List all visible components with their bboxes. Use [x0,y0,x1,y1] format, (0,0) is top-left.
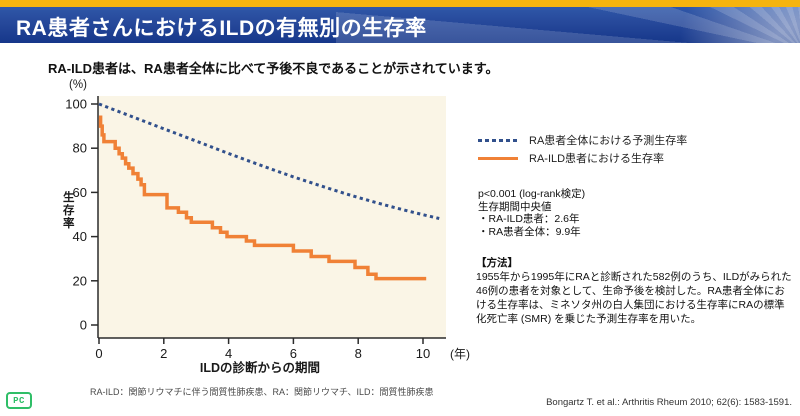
survival-chart-container: 0 20 40 60 80 100 0 2 4 6 8 10 (%) (年) ILDの診断からの期間 生存率 [38,76,470,378]
legend-label: RA患者全体における予測生存率 [529,135,688,147]
x-tick-label: 8 [355,346,362,361]
x-tick-label: 6 [290,346,297,361]
method-block: 【方法】 1955年から1995年にRAと診断された582例のうち、ILDがみら… [476,256,794,326]
y-unit-label: (%) [69,79,87,91]
subtitle: RA-ILD患者は、RA患者全体に比べて予後不良であることが示されています。 [48,61,499,76]
stats-line: ・RA患者全体：9.9年 [478,225,581,238]
x-tick-label: 4 [225,346,232,361]
citation: Bongartz T. et al.: Arthritis Rheum 2010… [546,397,792,408]
x-tick-label: 2 [160,346,167,361]
top-accent-strip [0,0,800,7]
pc-logo: PC [6,392,32,409]
page-title: RA患者さんにおけるILDの有無別の生存率 [16,17,427,40]
abbreviation-footnote: RA-ILD：関節リウマチに伴う間質性肺疾患、RA：関節リウマチ、ILD：間質性… [90,387,434,397]
legend-swatch-solid [478,156,518,160]
ra-ild-survival-line [98,115,427,281]
chart-legend: RA患者全体における予測生存率 RA-ILD患者における生存率 [478,131,687,167]
stats-line: ・RA-ILD患者：2.6年 [478,213,580,225]
legend-item: RA患者全体における予測生存率 [478,131,687,149]
y-tick-label: 60 [73,185,87,200]
y-tick-label: 100 [65,97,87,112]
y-tick-label: 20 [73,273,87,288]
stats-block: p<0.001 (log-rank検定) 生存期間中央値 ・RA-ILD患者：2.6… [478,188,585,238]
stats-line: p<0.001 (log-rank検定) [478,188,586,200]
survival-chart: 0 20 40 60 80 100 0 2 4 6 8 10 (%) (年) ILDの診断からの期間 生存率 [63,79,470,375]
plot-area [98,96,446,338]
y-tick-label: 40 [73,229,87,244]
slide-header: RA患者さんにおけるILDの有無別の生存率 [0,7,800,43]
legend-item: RA-ILD患者における生存率 [478,149,687,167]
legend-label: RA-ILD患者における生存率 [529,153,665,165]
x-tick-label: 0 [95,346,102,361]
predicted-survival-line [98,102,440,220]
method-body: 1955年から1995年にRAと診断された582例のうち、ILDがみられた46例… [476,271,792,325]
method-heading: 【方法】 [476,257,518,269]
y-tick-label: 80 [73,141,87,156]
x-tick-label: 10 [416,346,430,361]
legend-swatch-dotted [478,138,518,142]
x-unit-label: (年) [450,347,470,361]
y-tick-label: 0 [80,318,87,333]
stats-line: 生存期間中央値 [478,200,552,213]
y-axis-title: 生存率 [63,190,75,230]
x-axis-title: ILDの診断からの期間 [200,360,320,375]
